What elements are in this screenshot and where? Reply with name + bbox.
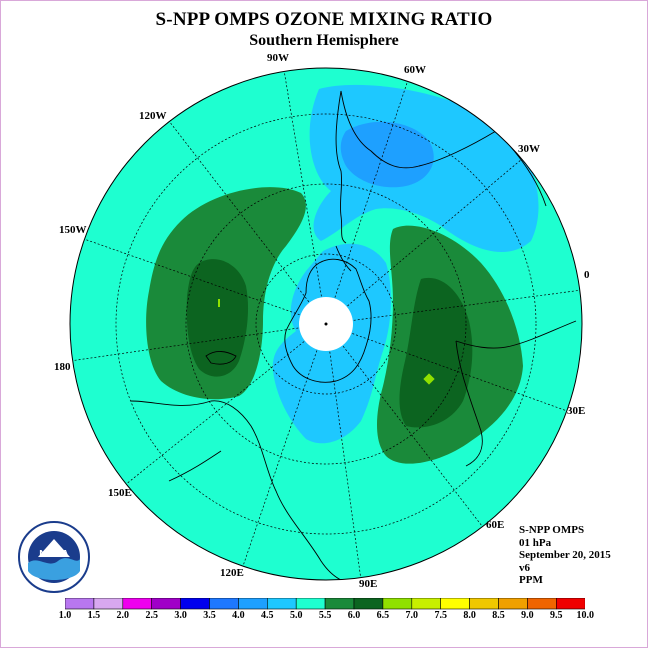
colorbar-swatch (527, 598, 557, 610)
colorbar-tick-label: 4.0 (232, 610, 245, 621)
lon-label-30e: 30E (567, 405, 586, 417)
colorbar-swatch (469, 598, 499, 610)
colorbar-swatch (411, 598, 441, 610)
colorbar-tick-label: 6.5 (376, 610, 390, 621)
lon-label-90e: 90E (359, 578, 378, 590)
lon-label-60e: 60E (486, 519, 505, 531)
colorbar-swatch (353, 598, 384, 610)
info-pressure: 01 hPa (519, 536, 552, 549)
colorbar (65, 598, 585, 610)
info-product: S-NPP OMPS (519, 524, 585, 536)
colorbar-tick-label: 1.0 (58, 610, 72, 621)
lon-label-120e: 120E (220, 567, 244, 579)
colorbar-tick-label: 6.0 (347, 610, 361, 621)
colorbar-swatch (238, 598, 268, 610)
colorbar-swatch (65, 598, 95, 610)
contour-6.0-6.5-east (399, 277, 473, 428)
noaa-logo-text: NOAA (39, 549, 68, 560)
graticule (70, 69, 582, 580)
colorbar-tick-label: 2.5 (145, 610, 158, 621)
colorbar-tick-label: 5.0 (289, 610, 303, 621)
lon-label-30w: 30W (518, 143, 540, 155)
map-subtitle: Southern Hemisphere (249, 32, 399, 49)
info-date: September 20, 2015 (519, 549, 611, 561)
lon-label-180: 180 (54, 361, 71, 373)
colorbar-tick-label: 8.0 (463, 610, 476, 621)
colorbar-tick-label: 3.0 (174, 610, 187, 621)
colorbar-tick-label: 9.5 (550, 610, 563, 621)
map-outline (69, 67, 583, 581)
info-block: S-NPP OMPS 01 hPa September 20, 2015 v6 … (519, 524, 611, 587)
colorbar-swatch (498, 598, 528, 610)
south-pole-marker (324, 322, 328, 326)
colorbar-tick-label: 7.0 (405, 610, 419, 621)
colorbar-tick-label: 7.5 (434, 610, 447, 621)
coastlines (130, 90, 577, 580)
colorbar-tick-label: 9.0 (521, 610, 534, 621)
colorbar-swatch (267, 598, 297, 610)
colorbar-swatch (93, 598, 124, 610)
info-version: v6 (519, 561, 530, 574)
lon-label-120w: 120W (139, 110, 167, 122)
colorbar-swatch (382, 598, 413, 610)
colorbar-swatch (295, 598, 326, 610)
colorbar-swatch (324, 598, 355, 610)
colorbar-swatch (180, 598, 210, 610)
contour-6.0-6.5-west (186, 259, 249, 377)
colorbar-swatch (151, 598, 181, 610)
colorbar-swatch (555, 598, 585, 610)
colorbar-swatch (122, 598, 152, 610)
info-units: PPM (519, 574, 543, 586)
noaa-logo: NOAA (18, 521, 90, 593)
lon-label-0: 0 (584, 269, 590, 281)
lon-label-90w: 90W (267, 52, 289, 64)
contour-6.5-7.0-west (218, 299, 220, 307)
colorbar-tick-label: 3.5 (203, 610, 216, 621)
colorbar-tick-label: 1.5 (87, 610, 101, 621)
colorbar-tick-label: 5.5 (318, 610, 332, 621)
lon-label-150e: 150E (108, 487, 132, 499)
contour-6.5-7.0-east (423, 373, 435, 385)
colorbar-tick-label: 10.0 (576, 610, 594, 621)
colorbar-tick-label: 4.5 (261, 610, 274, 621)
contour-3.5-4.0 (340, 121, 434, 188)
colorbar-tick-label: 8.5 (492, 610, 505, 621)
lon-label-150w: 150W (59, 224, 87, 236)
lon-label-60w: 60W (404, 64, 426, 76)
colorbar-tick-label: 2.0 (116, 610, 130, 621)
map-title: S-NPP OMPS OZONE MIXING RATIO (155, 9, 493, 30)
colorbar-swatch (209, 598, 239, 610)
colorbar-swatch (440, 598, 470, 610)
